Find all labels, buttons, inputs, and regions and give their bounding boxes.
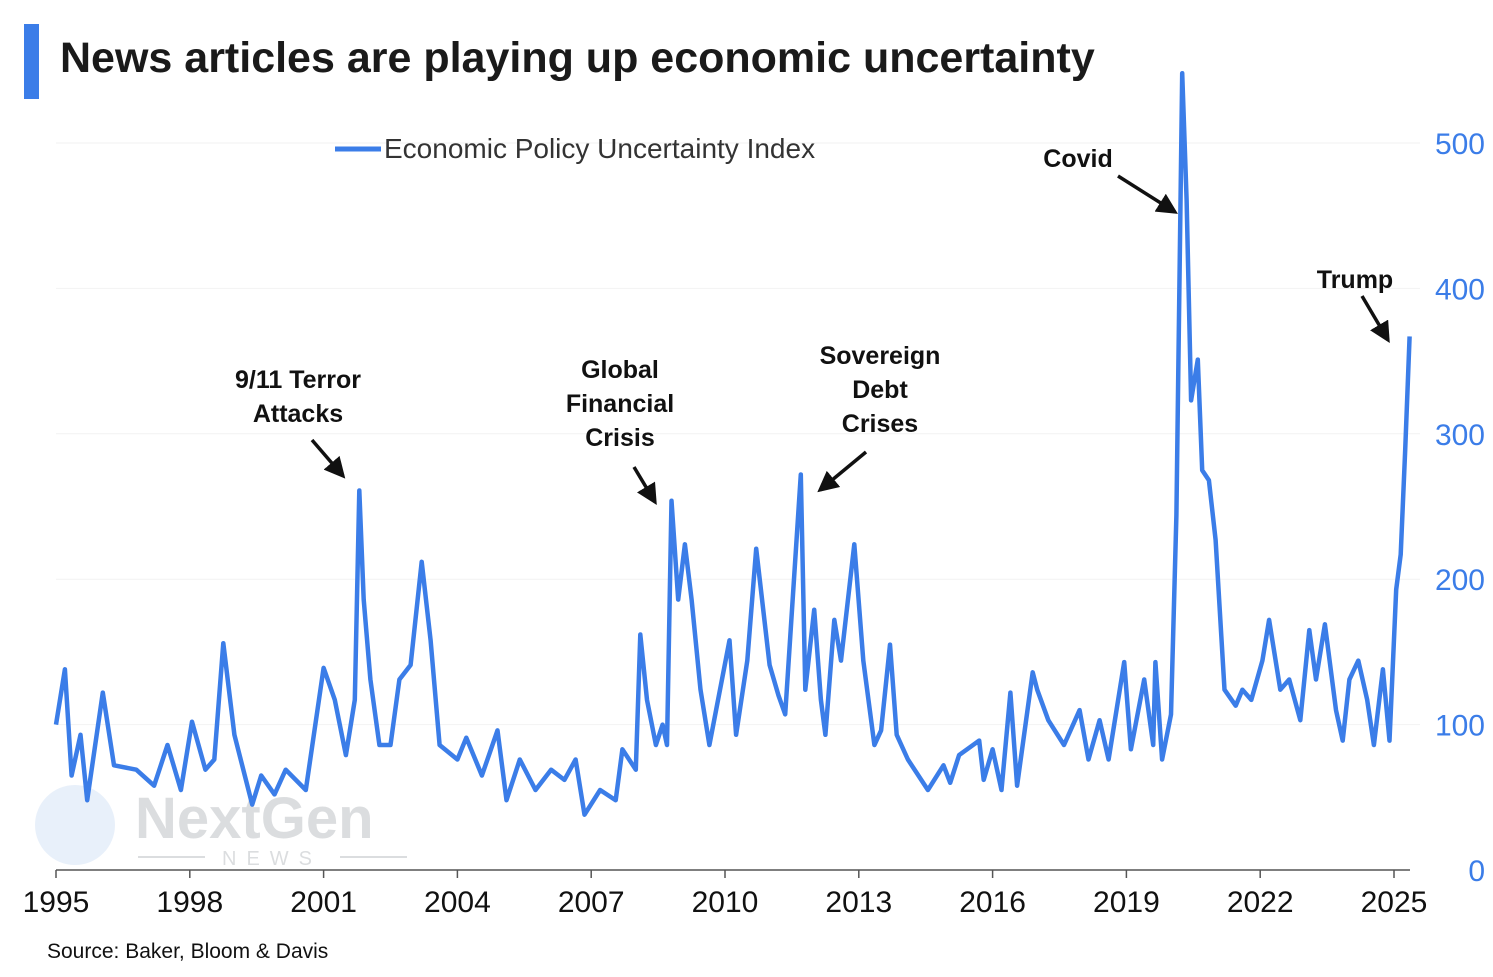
annotation-arrow-icon [310, 438, 346, 479]
annotation: Covid [1043, 145, 1178, 214]
annotation-label: Debt [852, 376, 908, 404]
nextgen-watermark-logo: NextGen NEWS [35, 785, 407, 870]
source-note: Source: Baker, Bloom & Davis [47, 940, 329, 963]
annotation: Trump [1317, 266, 1393, 344]
x-tick-label: 1998 [156, 886, 223, 919]
annotation-label: 9/11 Terror [235, 366, 361, 394]
annotation-label: Trump [1317, 266, 1393, 294]
x-tick-label: 1995 [23, 886, 90, 919]
x-tick-label: 2007 [558, 886, 625, 919]
globe-icon [35, 785, 115, 865]
y-tick-label: 100 [1435, 710, 1485, 743]
annotation-label: Attacks [253, 400, 343, 428]
x-tick-label: 2025 [1361, 886, 1428, 919]
annotation-label: Sovereign [820, 342, 941, 370]
y-tick-label: 200 [1435, 564, 1485, 597]
annotation: Sovereign Debt Crises [817, 342, 941, 493]
annotation-arrow-icon [1360, 295, 1390, 344]
x-tick-label: 2022 [1227, 886, 1294, 919]
annotation-arrow-icon [632, 466, 657, 506]
annotation: Global Financial Crisis [566, 356, 674, 506]
x-tick-label: 2013 [825, 886, 892, 919]
title-accent-bar [24, 24, 39, 99]
legend: Economic Policy Uncertainty Index [335, 133, 815, 164]
x-tick-label: 2010 [692, 886, 759, 919]
y-tick-label: 300 [1435, 419, 1485, 452]
watermark-sub: NEWS [222, 848, 322, 870]
annotation-arrow-icon [817, 450, 868, 493]
x-tick-label: 2019 [1093, 886, 1160, 919]
annotation-label: Crises [842, 410, 918, 438]
annotation-arrow-icon [1117, 174, 1178, 214]
chart-title: News articles are playing up economic un… [60, 34, 1095, 82]
x-tick-label: 2016 [959, 886, 1026, 919]
annotation-label: Financial [566, 390, 674, 418]
annotation: 9/11 Terror Attacks [235, 366, 361, 479]
series-line-epu-index [53, 70, 1412, 817]
y-tick-label: 500 [1435, 128, 1485, 161]
annotation-label: Crisis [585, 424, 654, 452]
annotation-label: Covid [1043, 145, 1112, 173]
legend-label: Economic Policy Uncertainty Index [384, 133, 815, 164]
x-tick-label: 2001 [290, 886, 357, 919]
annotation-label: Global [581, 356, 659, 384]
x-tick-label: 2004 [424, 886, 491, 919]
y-tick-label: 0 [1468, 855, 1485, 888]
y-tick-label: 400 [1435, 273, 1485, 306]
